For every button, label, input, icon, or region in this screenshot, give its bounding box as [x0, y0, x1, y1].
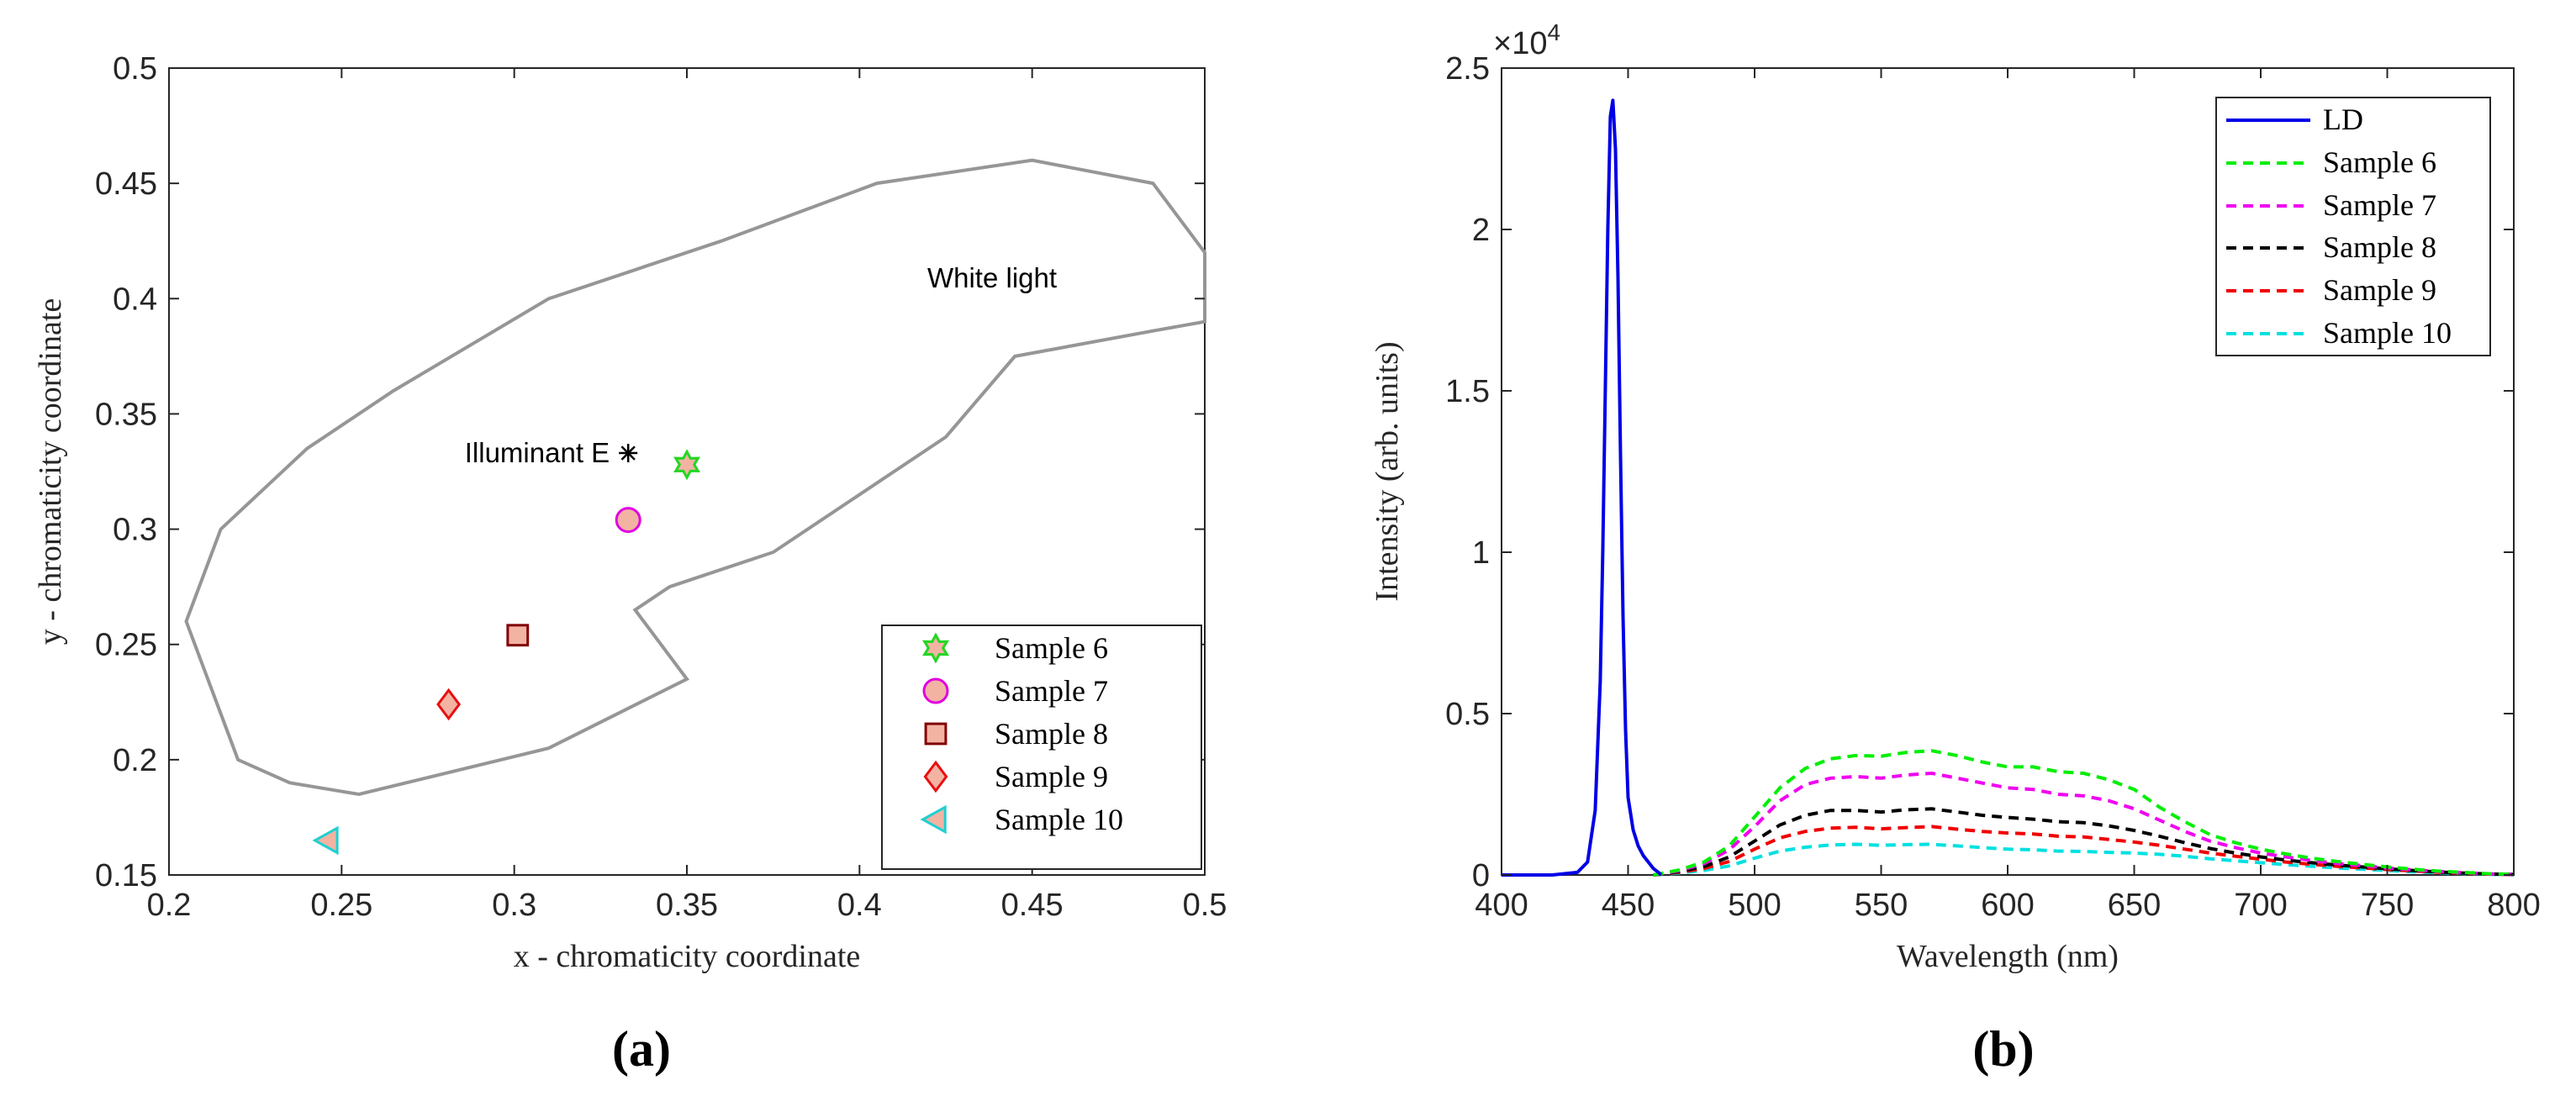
x-tick-label-b: 700 — [2234, 888, 2287, 923]
x-tick-label-a: 0.45 — [1001, 888, 1064, 923]
y-tick-label-b: 0 — [1472, 858, 1490, 893]
legend-marker-sample-7 — [922, 677, 949, 704]
y-tick-label-b: 2 — [1472, 213, 1490, 248]
x-tick-label-b: 600 — [1981, 888, 2034, 923]
illuminant-e-label: Illuminant E — [465, 437, 610, 468]
y-tick-label-a: 0.15 — [95, 858, 157, 893]
point-sample-10 — [312, 825, 339, 856]
white-light-boundary — [184, 158, 1206, 797]
x-tick-label-b: 450 — [1602, 888, 1655, 923]
legend-b-sample-9: Sample 9 — [2323, 273, 2436, 307]
x-tick-label-a: 0.25 — [310, 888, 372, 923]
x-tick-label-b: 400 — [1475, 888, 1528, 923]
white-light-region — [184, 158, 1206, 797]
caption-a: (a) — [612, 1021, 671, 1077]
point-sample-8 — [506, 624, 530, 647]
legend-marker-sample-8 — [924, 722, 948, 746]
spectra-lines — [1502, 98, 2515, 877]
illuminant-e-point — [619, 444, 638, 463]
legend-b-sample-8: Sample 8 — [2323, 230, 2436, 264]
legend-b-ld: LD — [2323, 103, 2363, 136]
legend-a-sample-10: Sample 10 — [995, 803, 1123, 836]
legend-a-sample-8: Sample 8 — [995, 717, 1108, 751]
legend-b-sample-10: Sample 10 — [2323, 316, 2452, 350]
legend-b: LD Sample 6 Sample 7 Sample 8 Sample 9 S… — [2215, 97, 2491, 356]
legend-markers-a — [920, 632, 949, 835]
y-axis-label-a: y - chromaticity coordinate — [33, 298, 68, 646]
point-sample-9 — [436, 688, 462, 721]
y-tick-label-a: 0.2 — [113, 743, 157, 778]
legend-a: Sample 6 Sample 7 Sample 8 Sample 9 Samp… — [881, 625, 1202, 870]
legend-box-a — [881, 625, 1202, 870]
y-exponent-label: ×104 — [1493, 19, 1560, 61]
x-tick-labels-b: 400 450 500 550 600 650 700 750 800 — [1475, 888, 2540, 923]
chart-a: 0.2 0.25 0.3 0.35 0.4 0.45 0.5 0.150.20.250.30… — [33, 51, 1227, 1077]
legend-marker-sample-10 — [920, 804, 947, 835]
x-tick-label-a: 0.3 — [492, 888, 536, 923]
x-tick-label-b: 750 — [2361, 888, 2414, 923]
caption-b: (b) — [1972, 1021, 2034, 1077]
asterisk-stroke — [620, 445, 636, 461]
x-axis-label-b: Wavelength (nm) — [1897, 939, 2119, 974]
point-sample-7 — [615, 507, 641, 534]
x-axis-label-a: x - chromaticity coordinate — [514, 939, 861, 974]
legend-lines-b — [2226, 119, 2310, 335]
legend-a-sample-9: Sample 9 — [995, 760, 1108, 793]
white-light-label: White light — [927, 262, 1057, 293]
line-ld — [1502, 98, 1663, 877]
point-sample-6 — [673, 449, 700, 481]
x-tick-labels-a: 0.2 0.25 0.3 0.35 0.4 0.45 0.5 — [147, 888, 1227, 923]
y-tick-label-b: 1.5 — [1445, 374, 1490, 409]
line-sample-8 — [1653, 807, 2515, 877]
sample-points-a — [312, 449, 700, 856]
y-tick-label-a: 0.4 — [113, 282, 157, 317]
legend-marker-sample-6 — [922, 632, 949, 664]
y-tick-labels-a: 0.15 0.2 0.25 0.3 0.35 0.4 0.45 0.5 — [95, 51, 157, 893]
legend-a-sample-6: Sample 6 — [995, 631, 1108, 665]
x-tick-label-b: 650 — [2108, 888, 2161, 923]
legend-a-sample-7: Sample 7 — [995, 674, 1108, 708]
tick-marks-b — [1501, 67, 2515, 876]
x-tick-label-a: 0.4 — [837, 888, 882, 923]
y-tick-label-b: 1 — [1472, 535, 1490, 571]
legend-marker-sample-9 — [923, 760, 948, 793]
legend-b-sample-7: Sample 7 — [2323, 188, 2436, 222]
x-tick-label-b: 500 — [1728, 888, 1781, 923]
line-sample-9 — [1653, 825, 2515, 877]
y-axis-label-b: Intensity (arb. units) — [1370, 341, 1405, 601]
y-tick-label-b: 0.5 — [1445, 697, 1490, 732]
x-tick-label-a: 0.35 — [656, 888, 718, 923]
line-sample-6 — [1653, 749, 2515, 877]
y-tick-label-a: 0.5 — [113, 51, 157, 87]
y-tick-label-a: 0.3 — [113, 513, 157, 548]
x-tick-label-a: 0.2 — [147, 888, 192, 923]
legend-box-b — [2215, 97, 2491, 356]
y-tick-labels-b: 0 0.5 1 1.5 2 2.5 — [1445, 51, 1490, 893]
y-tick-label-a: 0.35 — [95, 397, 157, 432]
y-tick-label-a: 0.25 — [95, 628, 157, 663]
x-tick-label-b: 550 — [1855, 888, 1908, 923]
x-tick-label-b: 800 — [2487, 888, 2540, 923]
x-tick-label-a: 0.5 — [1183, 888, 1227, 923]
chart-b: 400 450 500 550 600 650 700 750 800 0 0.5 1 1.5 2 2.5… — [1370, 19, 2541, 1077]
legend-b-sample-6: Sample 6 — [2323, 145, 2436, 179]
y-tick-label-b: 2.5 — [1445, 51, 1490, 87]
y-tick-label-a: 0.45 — [95, 166, 157, 202]
